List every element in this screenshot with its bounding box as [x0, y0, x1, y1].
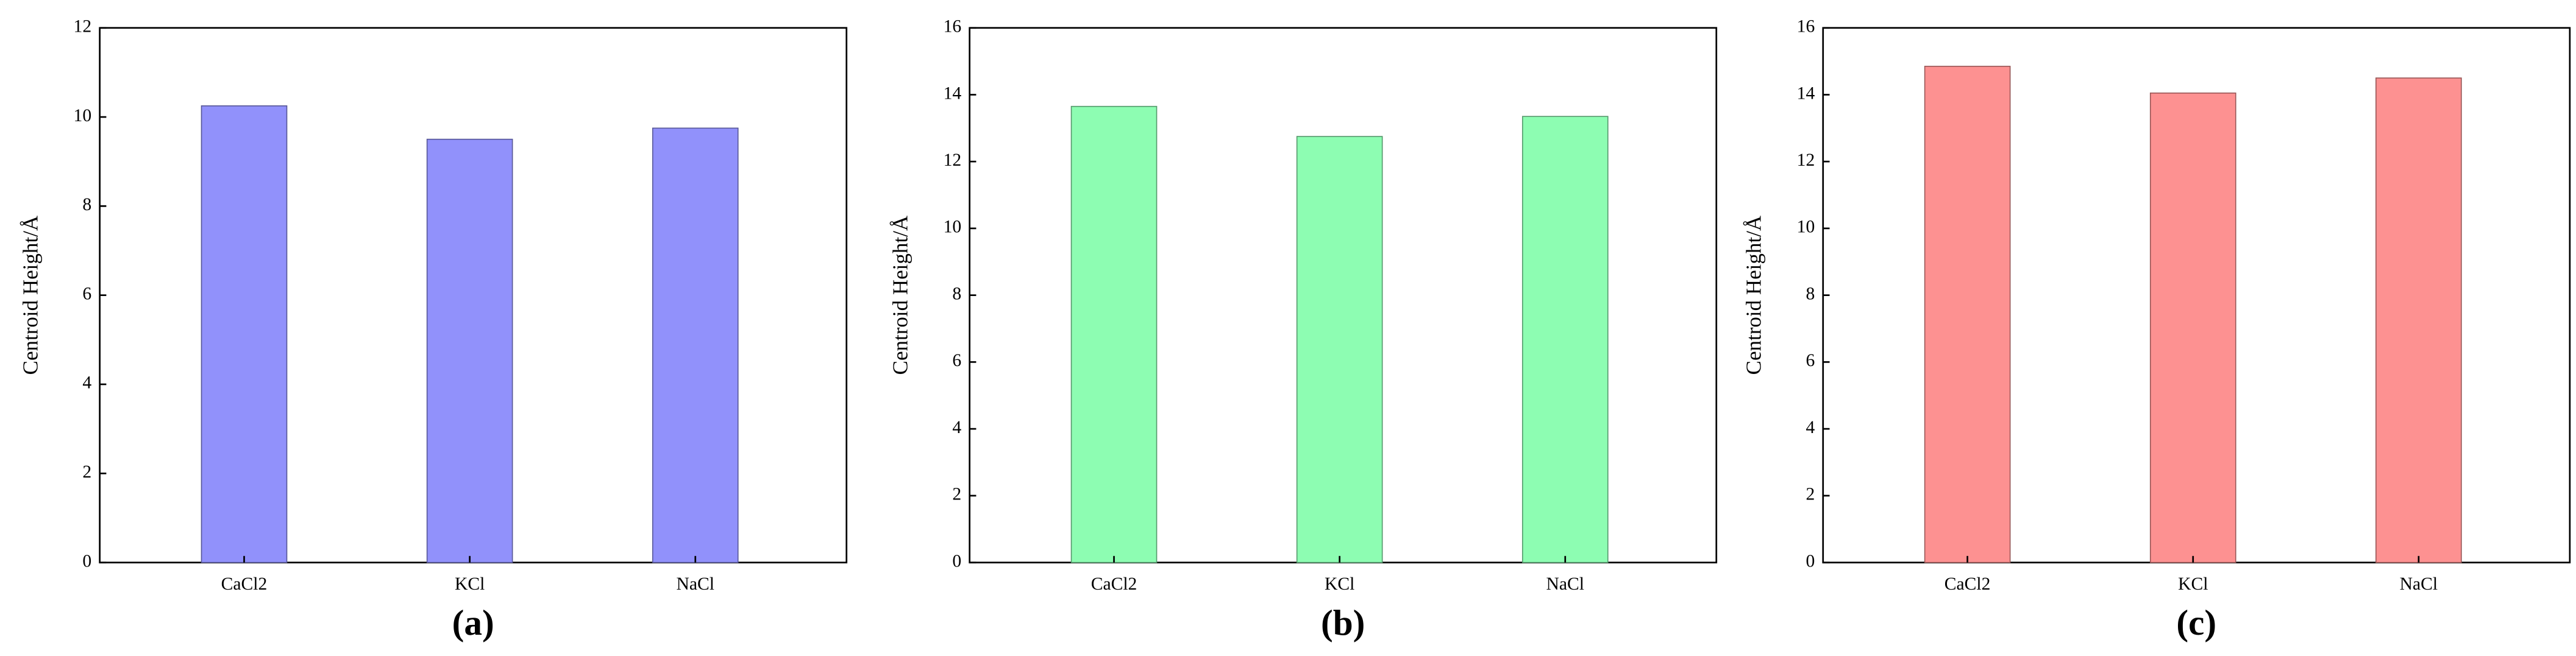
bar [201, 105, 288, 563]
bar [2149, 92, 2236, 563]
x-tick-label: CaCl2 [1944, 574, 1991, 594]
x-tick-label: KCl [2178, 574, 2208, 594]
bar [1924, 66, 2011, 563]
y-tick-label: 4 [952, 418, 961, 437]
y-tick-label: 4 [82, 373, 91, 393]
panel-label: (a) [452, 602, 494, 643]
panel-label: (c) [2176, 602, 2216, 643]
x-tick-label: NaCl [2400, 574, 2438, 594]
x-tick-label: KCl [1325, 574, 1354, 594]
x-tick-label: NaCl [676, 574, 714, 594]
y-axis-label: Centroid Height/Å [888, 215, 912, 375]
bar [2375, 77, 2462, 563]
y-tick-label: 10 [944, 217, 962, 237]
y-tick-label: 16 [1797, 17, 1815, 37]
bar [1296, 136, 1383, 563]
bar [1070, 105, 1158, 563]
y-tick-label: 14 [1797, 83, 1815, 103]
y-axis-label: Centroid Height/Å [18, 215, 42, 375]
bar [426, 138, 513, 563]
y-tick-label: 6 [952, 351, 961, 370]
y-tick-label: 10 [74, 106, 92, 125]
panel-label: (b) [1321, 602, 1365, 643]
y-tick-label: 8 [952, 284, 961, 303]
x-tick-label: KCl [455, 574, 485, 594]
y-tick-label: 6 [1806, 351, 1815, 370]
y-tick-label: 12 [1797, 150, 1815, 170]
y-tick-label: 2 [1806, 485, 1815, 504]
y-tick-label: 0 [1806, 551, 1815, 571]
y-tick-label: 8 [82, 195, 91, 214]
bar [1521, 116, 1609, 563]
y-tick-label: 2 [952, 485, 961, 504]
y-tick-label: 6 [82, 284, 91, 303]
y-tick-label: 4 [1806, 418, 1815, 437]
x-tick-label: CaCl2 [221, 574, 268, 594]
y-tick-label: 8 [1806, 284, 1815, 303]
y-tick-label: 12 [944, 150, 962, 170]
y-tick-label: 12 [74, 17, 92, 37]
y-tick-label: 14 [944, 83, 962, 103]
y-axis-label: Centroid Height/Å [1742, 215, 1765, 375]
y-tick-label: 0 [952, 551, 961, 571]
x-tick-label: NaCl [1546, 574, 1585, 594]
x-tick-label: CaCl2 [1091, 574, 1137, 594]
y-tick-label: 10 [1797, 217, 1815, 237]
bar [652, 127, 739, 563]
y-tick-label: 2 [82, 462, 91, 482]
y-tick-label: 0 [82, 551, 91, 571]
y-tick-label: 16 [944, 17, 962, 37]
